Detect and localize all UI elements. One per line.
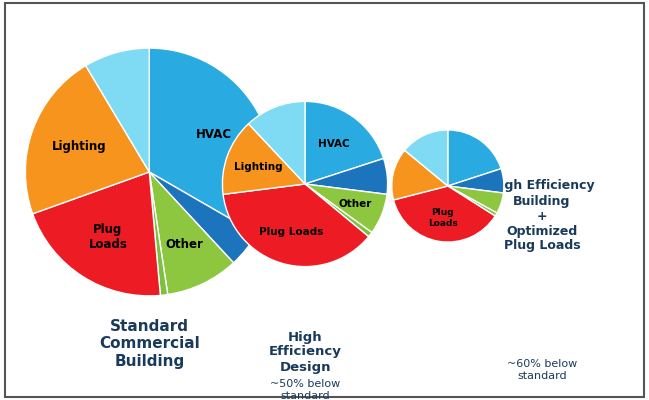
Wedge shape (149, 172, 234, 294)
Text: Other: Other (165, 238, 203, 251)
Wedge shape (223, 124, 305, 194)
Wedge shape (448, 186, 497, 216)
Text: Plug
Loads: Plug Loads (88, 223, 127, 251)
Wedge shape (305, 101, 384, 184)
Wedge shape (223, 184, 369, 266)
Text: Standard
Commercial
Building: Standard Commercial Building (99, 319, 200, 369)
Wedge shape (149, 172, 167, 296)
Wedge shape (393, 186, 495, 242)
Wedge shape (404, 130, 448, 186)
Wedge shape (448, 130, 501, 186)
Text: High
Efficiency
Design: High Efficiency Design (269, 330, 341, 374)
Text: HVAC: HVAC (195, 128, 232, 141)
Wedge shape (32, 172, 160, 296)
Text: HVAC: HVAC (319, 139, 350, 149)
Wedge shape (392, 150, 448, 200)
Wedge shape (149, 172, 256, 263)
Wedge shape (305, 158, 387, 194)
Text: Lighting: Lighting (234, 162, 283, 172)
Text: Plug Loads: Plug Loads (259, 226, 323, 236)
Text: Other: Other (338, 199, 372, 209)
Wedge shape (149, 48, 273, 234)
Wedge shape (305, 184, 387, 232)
Wedge shape (305, 184, 372, 237)
Text: ~50% below
standard: ~50% below standard (270, 379, 340, 400)
Wedge shape (25, 66, 149, 214)
Wedge shape (86, 48, 149, 172)
Text: High Efficiency
Building
+
Optimized
Plug Loads: High Efficiency Building + Optimized Plu… (489, 180, 594, 252)
Text: Plug
Loads: Plug Loads (428, 208, 458, 228)
Text: Lighting: Lighting (52, 140, 106, 154)
Wedge shape (249, 101, 305, 184)
Text: ~60% below
standard: ~60% below standard (507, 359, 577, 381)
Wedge shape (448, 186, 504, 213)
Wedge shape (448, 169, 504, 193)
